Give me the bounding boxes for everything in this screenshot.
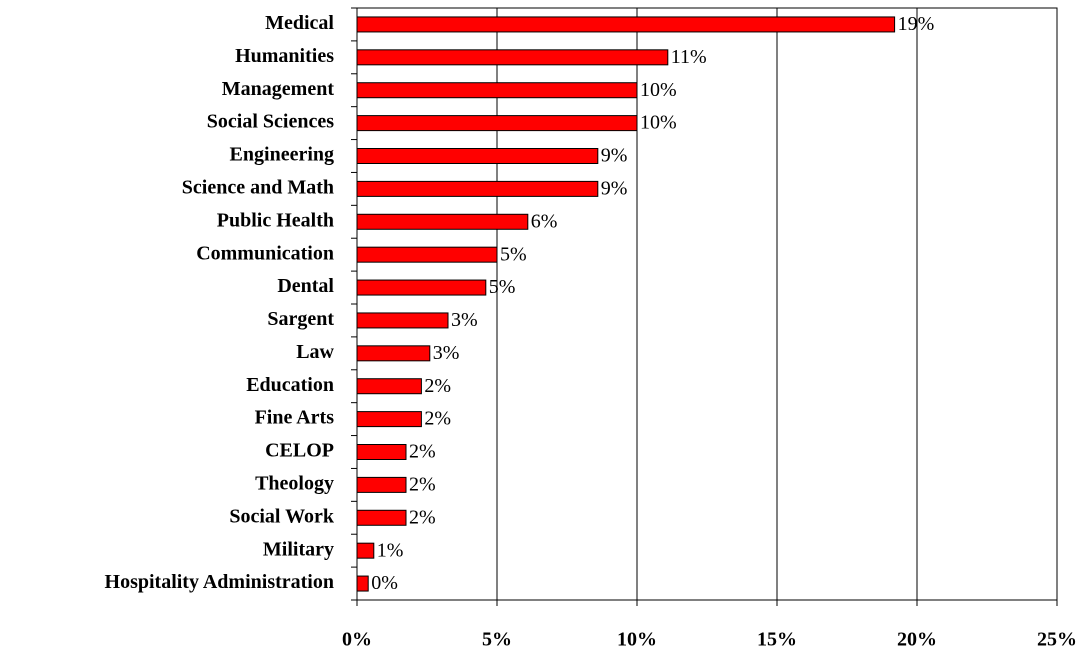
value-label: 10% bbox=[640, 112, 677, 134]
value-label: 19% bbox=[898, 13, 935, 35]
category-label: Medical bbox=[265, 12, 334, 34]
category-label: Sargent bbox=[267, 308, 334, 330]
category-label: Public Health bbox=[217, 209, 334, 231]
x-tick-label: 15% bbox=[757, 629, 797, 651]
category-label: Social Work bbox=[229, 505, 335, 527]
value-label: 11% bbox=[671, 46, 707, 68]
bar bbox=[356, 16, 896, 33]
bar bbox=[356, 312, 449, 329]
bar bbox=[356, 345, 431, 362]
value-label: 5% bbox=[489, 276, 516, 298]
bar bbox=[356, 575, 369, 592]
category-label: Education bbox=[246, 374, 334, 396]
bar bbox=[356, 49, 669, 66]
category-label: Communication bbox=[196, 242, 334, 264]
category-label: Dental bbox=[277, 275, 334, 297]
bar bbox=[356, 444, 407, 460]
bar bbox=[356, 476, 407, 493]
bar bbox=[356, 148, 599, 164]
x-tick-label: 25% bbox=[1037, 629, 1077, 651]
value-label: 10% bbox=[640, 79, 677, 101]
value-label: 2% bbox=[409, 506, 436, 528]
category-label: Hospitality Administration bbox=[105, 571, 334, 593]
value-label: 2% bbox=[424, 375, 451, 397]
x-tick-label: 10% bbox=[617, 629, 657, 651]
value-label: 1% bbox=[377, 539, 404, 561]
bar bbox=[356, 180, 599, 197]
bar bbox=[356, 411, 422, 428]
bar bbox=[356, 115, 638, 132]
value-label: 0% bbox=[371, 572, 398, 594]
category-label: Social Sciences bbox=[207, 111, 334, 133]
category-label: Military bbox=[263, 538, 334, 560]
x-tick-label: 20% bbox=[897, 629, 937, 651]
value-label: 9% bbox=[601, 177, 628, 199]
value-label: 2% bbox=[409, 441, 436, 463]
category-label: Law bbox=[296, 341, 334, 363]
category-label: Fine Arts bbox=[255, 407, 335, 429]
value-label: 5% bbox=[500, 243, 527, 265]
category-label: Theology bbox=[255, 472, 334, 494]
value-label: 3% bbox=[451, 309, 478, 331]
value-label: 2% bbox=[424, 408, 451, 430]
bar bbox=[356, 509, 407, 526]
bar bbox=[356, 279, 487, 296]
category-label: Humanities bbox=[235, 45, 334, 67]
bar bbox=[356, 82, 638, 99]
bar bbox=[356, 542, 375, 559]
category-label: Management bbox=[222, 78, 335, 100]
category-label: Engineering bbox=[230, 144, 334, 166]
category-label: CELOP bbox=[265, 440, 334, 462]
x-tick-label: 5% bbox=[482, 629, 512, 651]
bar bbox=[356, 213, 529, 230]
bar bbox=[356, 378, 422, 395]
value-label: 3% bbox=[433, 342, 460, 364]
x-tick-label: 0% bbox=[342, 629, 372, 651]
value-label: 6% bbox=[531, 210, 558, 232]
value-label: 2% bbox=[409, 473, 436, 495]
category-label: Science and Math bbox=[182, 176, 334, 198]
value-label: 9% bbox=[601, 145, 628, 167]
bar bbox=[356, 246, 498, 263]
